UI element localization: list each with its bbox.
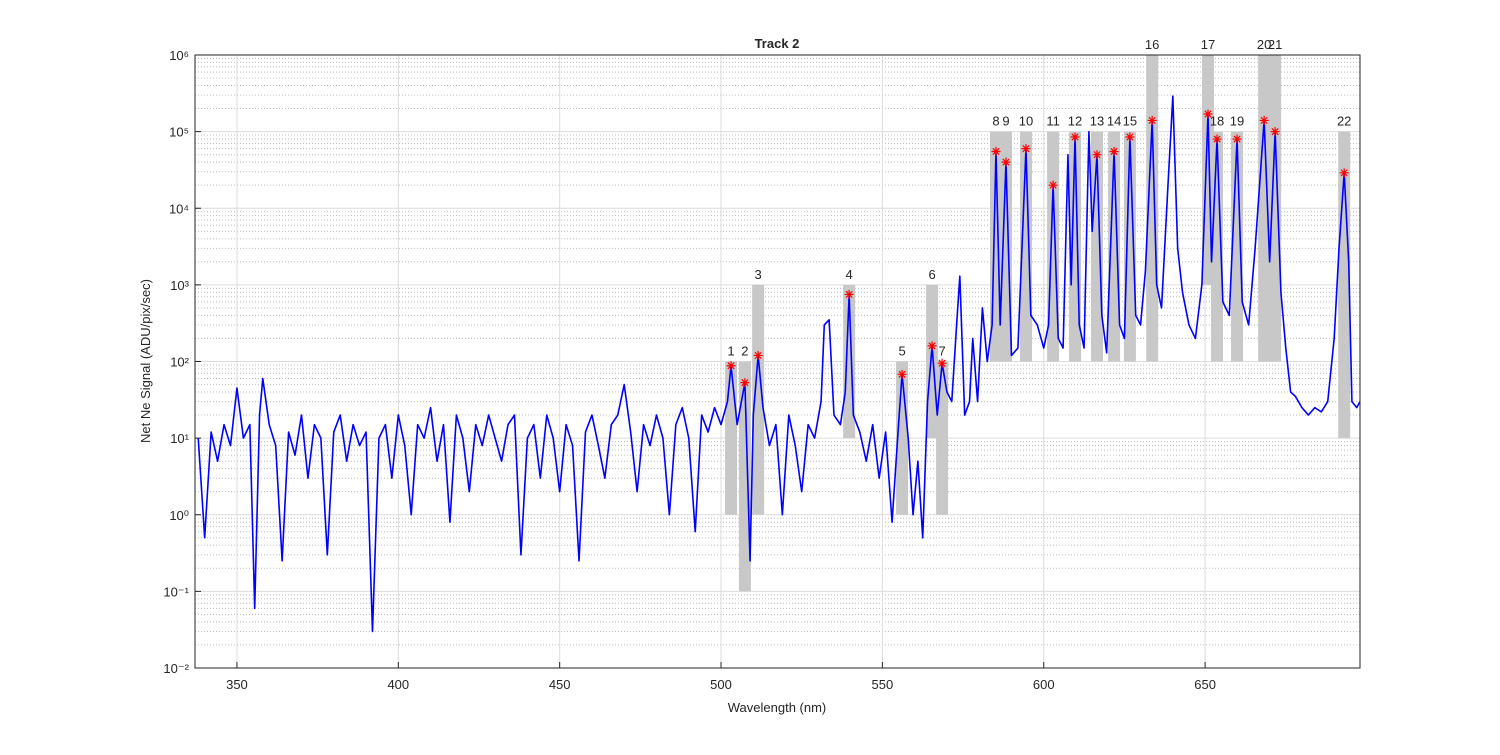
peak-label: 4 — [846, 267, 853, 282]
peak-marker — [753, 350, 763, 360]
peak-band — [926, 284, 939, 439]
peak-label: 16 — [1145, 37, 1159, 52]
peak-label: 7 — [938, 344, 945, 359]
peak-marker — [991, 147, 1001, 157]
peak-band — [725, 361, 738, 515]
peak-label: 21 — [1268, 37, 1282, 52]
peak-marker — [1048, 180, 1058, 190]
peak-label: 3 — [755, 267, 762, 282]
y-tick-label: 10² — [170, 355, 189, 370]
peak-marker — [1203, 109, 1213, 119]
peak-band — [999, 131, 1012, 362]
peak-band — [1231, 131, 1244, 362]
peak-label: 2 — [741, 344, 748, 359]
peak-label: 11 — [1046, 114, 1060, 129]
chart-title: Track 2 — [755, 36, 800, 51]
peak-label: 19 — [1230, 114, 1244, 129]
y-tick-label: 10⁻¹ — [163, 584, 189, 599]
peak-marker — [927, 341, 937, 351]
peak-label: 20 — [1257, 37, 1271, 52]
peak-label: 14 — [1107, 114, 1121, 129]
peak-label: 12 — [1068, 114, 1082, 129]
x-tick-label: 450 — [549, 677, 571, 692]
peak-band — [738, 361, 751, 592]
peak-band — [1123, 131, 1136, 362]
peak-marker — [1070, 132, 1080, 142]
y-tick-label: 10⁻² — [163, 661, 189, 676]
y-tick-label: 10⁵ — [169, 125, 189, 140]
peak-label: 8 — [992, 114, 999, 129]
peak-marker — [937, 358, 947, 368]
peak-marker — [740, 378, 750, 388]
peak-label: 17 — [1201, 37, 1215, 52]
peak-label: 22 — [1337, 114, 1351, 129]
peak-label: 15 — [1123, 114, 1137, 129]
y-axis-label: Net Ne Signal (ADU/pix/sec) — [138, 279, 153, 443]
peak-marker — [1021, 144, 1031, 154]
peak-band — [1258, 55, 1271, 362]
y-tick-label: 10¹ — [170, 431, 189, 446]
peak-marker — [897, 369, 907, 379]
y-tick-label: 10⁰ — [169, 508, 189, 523]
peak-label: 10 — [1019, 114, 1033, 129]
peak-marker — [844, 289, 854, 299]
x-tick-label: 600 — [1033, 677, 1055, 692]
peak-band — [752, 284, 765, 515]
peak-band — [1108, 131, 1121, 362]
label-layer: 10⁻² 10⁻¹ 10⁰ 10¹ 10² 10³ 10⁴ 10⁵ 10⁶ 350 400 450 50… — [163, 37, 1351, 692]
x-tick-label: 550 — [872, 677, 894, 692]
spectrum-line — [197, 95, 1360, 633]
peak-marker — [1270, 127, 1280, 137]
peak-band — [1019, 131, 1032, 362]
y-tick-label: 10⁶ — [169, 48, 189, 63]
peak-marker — [1125, 132, 1135, 142]
peak-label: 18 — [1210, 114, 1224, 129]
peak-label: 5 — [898, 344, 905, 359]
peak-marker — [1339, 168, 1349, 178]
peak-marker — [1212, 134, 1222, 144]
peak-marker — [1092, 150, 1102, 160]
peak-band — [1269, 55, 1282, 362]
peak-band — [1090, 131, 1103, 362]
peak-label: 9 — [1002, 114, 1009, 129]
peak-marker — [1109, 147, 1119, 157]
peak-label: 13 — [1090, 114, 1104, 129]
y-tick-label: 10³ — [170, 278, 189, 293]
y-tick-label: 10⁴ — [169, 201, 189, 216]
peak-marker — [1259, 115, 1269, 125]
x-tick-label: 400 — [387, 677, 409, 692]
x-tick-label: 500 — [710, 677, 732, 692]
x-tick-label: 350 — [226, 677, 248, 692]
peak-marker — [726, 361, 736, 371]
peak-marker — [1147, 115, 1157, 125]
x-axis-label: Wavelength (nm) — [728, 700, 827, 715]
data-layer — [197, 55, 1360, 633]
peak-marker — [1232, 134, 1242, 144]
peak-label: 6 — [928, 267, 935, 282]
peak-band — [1146, 55, 1159, 362]
x-tick-label: 650 — [1194, 677, 1216, 692]
peak-marker — [1001, 157, 1011, 167]
peak-label: 1 — [727, 344, 734, 359]
peak-band — [1047, 131, 1060, 362]
